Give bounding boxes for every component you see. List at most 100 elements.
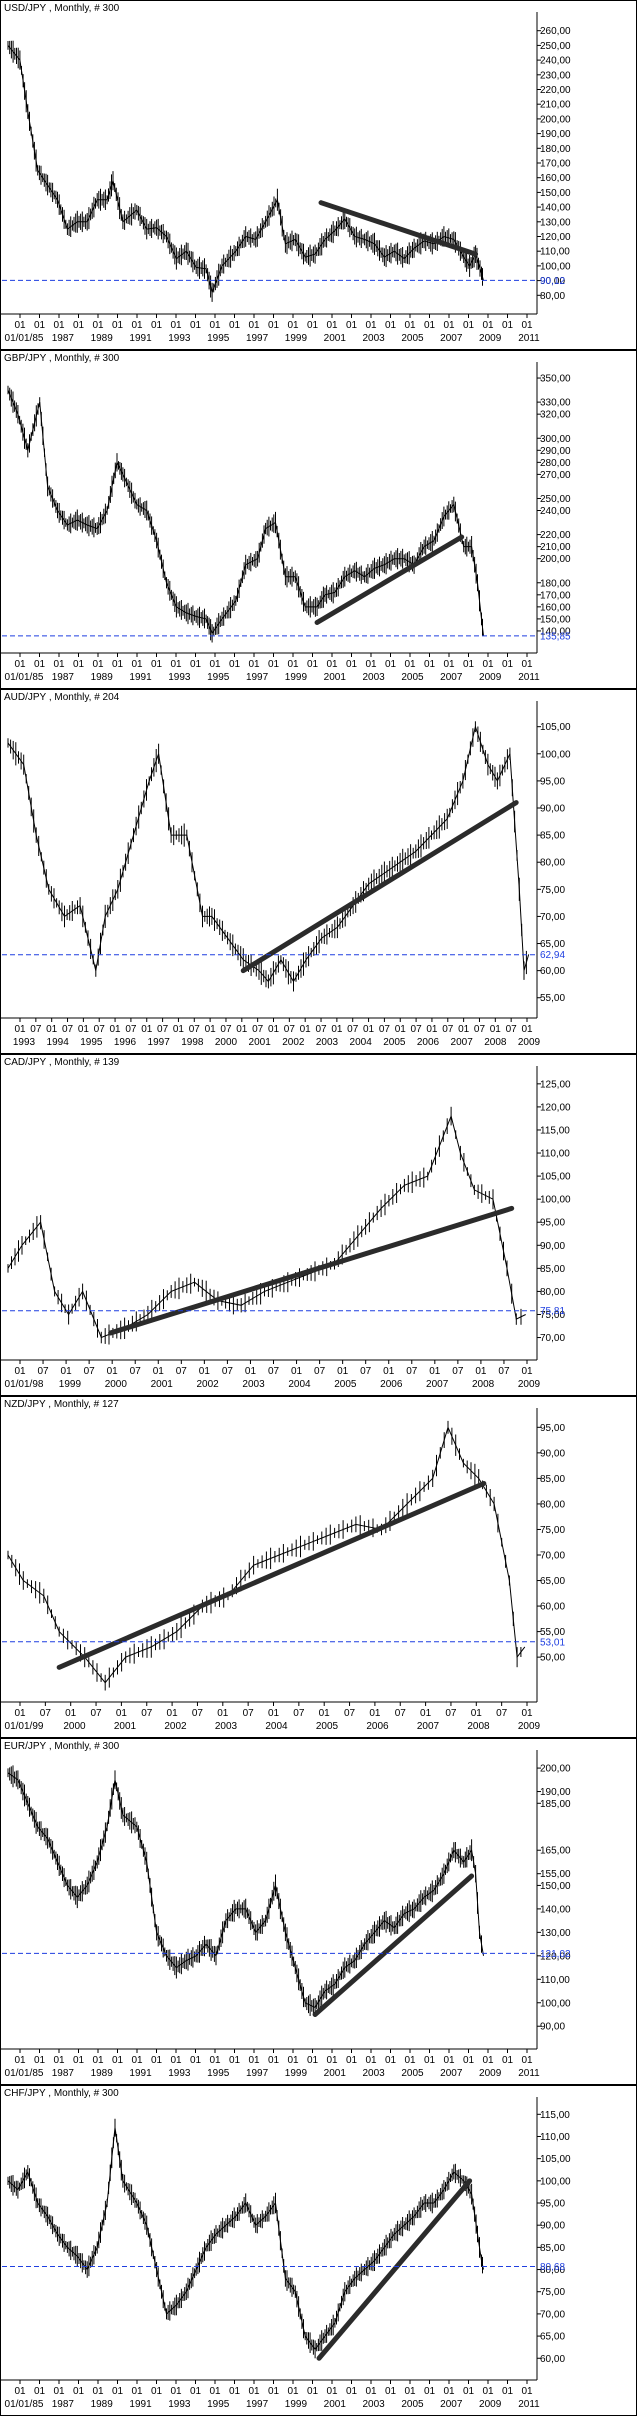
x-tick-label-month: 01 [521, 1024, 533, 1035]
y-tick-label: 95,00 [540, 1218, 565, 1229]
x-tick-label-month: 01 [463, 2055, 475, 2066]
x-tick-label-month: 01 [463, 2386, 475, 2397]
x-tick-label-month: 01 [92, 320, 104, 331]
x-tick-label-month: 01 [14, 1708, 26, 1719]
x-tick-label-month: 01 [404, 2055, 416, 2066]
x-tick-label-year: 1999 [285, 2068, 308, 2079]
x-tick-label-month: 01 [424, 659, 436, 670]
x-tick-label-month: 07 [62, 1024, 74, 1035]
x-tick-label-year: 2004 [288, 1379, 311, 1390]
y-tick-label: 140,00 [540, 626, 571, 637]
x-tick-label-month: 01 [424, 320, 436, 331]
x-tick-label-year: 1995 [207, 672, 230, 683]
x-tick-label-month: 01 [424, 2055, 436, 2066]
x-tick-label-year: 01/01/85 [5, 333, 44, 344]
x-tick-label-month: 01 [248, 2055, 260, 2066]
chart-svg: USD/JPY , Monthly, # 300 80,00 90,00 100,00… [0, 0, 637, 350]
reference-value-label: 80,68 [540, 2262, 565, 2273]
y-tick-label: 110,00 [540, 2132, 570, 2143]
y-tick-label: 95,00 [540, 1423, 565, 1434]
x-tick-label-month: 01 [307, 2386, 319, 2397]
x-tick-label-month: 01 [383, 1366, 395, 1377]
x-tick-label-month: 07 [293, 1708, 305, 1719]
x-tick-label-month: 01 [521, 2386, 533, 2397]
x-tick-label-month: 01 [268, 320, 280, 331]
x-tick-label-year: 2004 [350, 1037, 373, 1048]
x-tick-label-month: 01 [482, 2386, 494, 2397]
x-tick-label-month: 01 [463, 320, 475, 331]
x-tick-label-month: 01 [482, 659, 494, 670]
x-tick-label-month: 01 [170, 320, 182, 331]
x-tick-label-month: 01 [363, 1024, 375, 1035]
x-tick-label-month: 01 [443, 2386, 455, 2397]
x-tick-label-month: 01 [170, 2055, 182, 2066]
x-tick-label-month: 01 [92, 2386, 104, 2397]
x-tick-label-year: 2007 [440, 333, 463, 344]
x-tick-label-month: 01 [337, 1366, 349, 1377]
x-tick-label-month: 07 [379, 1024, 391, 1035]
x-tick-label-year: 2003 [316, 1037, 339, 1048]
x-tick-label-year: 2011 [518, 2399, 540, 2410]
y-tick-label: 65,00 [540, 2332, 565, 2343]
y-tick-label: 90,00 [540, 1241, 565, 1252]
y-tick-label: 160,00 [540, 602, 571, 613]
x-tick-label-year: 2001 [324, 333, 347, 344]
y-tick-label: 75,00 [540, 2287, 565, 2298]
x-tick-label-month: 01 [482, 2055, 494, 2066]
chart-svg: CAD/JPY , Monthly, # 139 70,00 75,00 80,00 8… [0, 1054, 637, 1396]
y-tick-label: 80,00 [540, 858, 565, 869]
x-tick-label-month: 01 [236, 1024, 248, 1035]
y-tick-label: 150,00 [540, 1881, 571, 1892]
x-tick-label-month: 01 [14, 320, 26, 331]
x-tick-label-month: 01 [502, 2055, 514, 2066]
trendline [108, 1205, 515, 1336]
x-tick-label-month: 01 [131, 2386, 143, 2397]
x-tick-label-month: 01 [365, 2386, 377, 2397]
x-tick-label-month: 01 [482, 320, 494, 331]
x-tick-label-month: 01 [141, 1024, 153, 1035]
x-tick-label-year: 2001 [324, 672, 347, 683]
x-tick-label-month: 01 [173, 1024, 185, 1035]
x-tick-label-year: 2000 [105, 1379, 128, 1390]
chart-title: USD/JPY , Monthly, # 300 [4, 3, 120, 14]
x-tick-label-month: 01 [424, 2386, 436, 2397]
y-tick-label: 65,00 [540, 939, 565, 950]
y-tick-label: 155,00 [540, 1869, 571, 1880]
x-tick-label-month: 07 [268, 1366, 280, 1377]
x-tick-label-month: 01 [490, 1024, 502, 1035]
y-tick-label: 65,00 [540, 1576, 565, 1587]
x-tick-label-year: 1999 [59, 1379, 82, 1390]
x-tick-label-month: 07 [445, 1708, 457, 1719]
x-tick-label-year: 1995 [207, 2399, 230, 2410]
x-tick-label-year: 2009 [518, 1721, 541, 1732]
x-tick-label-month: 01 [458, 1024, 470, 1035]
x-tick-label-month: 01 [190, 659, 202, 670]
y-tick-label: 60,00 [540, 2354, 565, 2365]
x-tick-label-month: 01 [229, 2055, 241, 2066]
x-tick-label-month: 01 [521, 2055, 533, 2066]
x-tick-label-month: 01 [319, 1708, 331, 1719]
y-tick-label: 95,00 [540, 2199, 565, 2210]
x-tick-label-month: 01 [443, 659, 455, 670]
y-tick-label: 180,00 [540, 578, 571, 589]
x-tick-label-month: 07 [314, 1366, 326, 1377]
x-tick-label-year: 1993 [13, 1037, 36, 1048]
chart-title: CAD/JPY , Monthly, # 139 [4, 1057, 120, 1068]
x-tick-label-month: 01 [229, 320, 241, 331]
x-tick-label-year: 1993 [168, 2068, 191, 2079]
chart-panel: USD/JPY , Monthly, # 300 80,00 90,00 100,00… [0, 0, 637, 350]
x-tick-label-month: 01 [110, 1024, 122, 1035]
y-tick-label: 105,00 [540, 722, 571, 733]
y-tick-label: 115,00 [540, 2110, 570, 2121]
x-tick-label-year: 1987 [52, 333, 75, 344]
x-tick-label-month: 01 [346, 2386, 358, 2397]
x-tick-label-month: 01 [346, 659, 358, 670]
y-tick-label: 125,00 [540, 1079, 571, 1090]
y-tick-label: 100,00 [540, 2176, 571, 2187]
x-tick-label-year: 2003 [215, 1721, 238, 1732]
x-tick-label-year: 2007 [417, 1721, 440, 1732]
x-tick-label-month: 01 [307, 2055, 319, 2066]
y-tick-label: 300,00 [540, 434, 571, 445]
x-tick-label-month: 01 [153, 1366, 165, 1377]
chart-title: CHF/JPY , Monthly, # 300 [4, 2088, 119, 2099]
